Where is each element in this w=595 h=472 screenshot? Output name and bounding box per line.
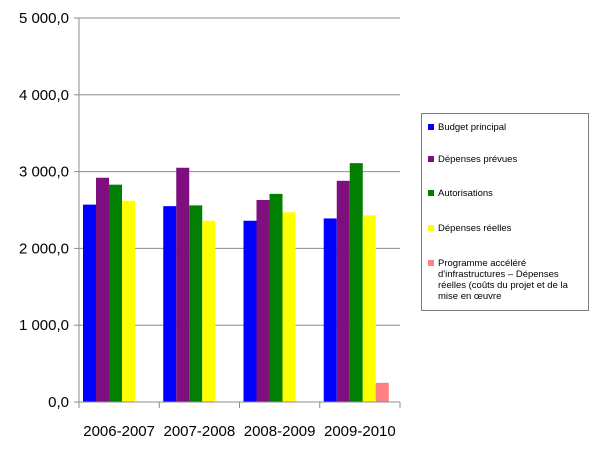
bar: [282, 212, 296, 402]
bar: [109, 184, 122, 402]
legend-swatch: [428, 225, 434, 231]
legend: Budget principal Dépenses prévues Autori…: [421, 113, 589, 311]
y-axis-tick-labels: 0,0 1 000,0 2 000,0 3 000,0 4 000,0 5 000,0: [19, 10, 69, 411]
bar: [96, 177, 109, 402]
bar: [243, 220, 257, 402]
bar: [323, 218, 337, 402]
axes: [78, 18, 401, 408]
legend-label: Budget principal: [438, 122, 507, 133]
y-tick-label: 3 000,0: [19, 164, 69, 181]
legend-swatch: [428, 156, 434, 162]
bar: [83, 204, 96, 402]
y-tick-label: 2 000,0: [19, 240, 69, 257]
bar: [362, 215, 376, 402]
bar: [176, 167, 190, 402]
legend-swatch: [428, 260, 434, 266]
legend-label: Programme accéléré d'infrastructures – D…: [438, 258, 568, 302]
bar: [163, 206, 177, 402]
bar: [336, 180, 350, 402]
y-tick-label: 1 000,0: [19, 317, 69, 334]
legend-label: Dépenses prévues: [438, 154, 518, 165]
legend-label: Dépenses réelles: [438, 223, 512, 234]
y-tick-label: 5 000,0: [19, 10, 69, 27]
bar: [202, 220, 216, 402]
bar: [256, 200, 270, 402]
legend-swatch: [428, 124, 434, 130]
bar: [349, 163, 363, 402]
x-axis-tick-labels: 2006-2007 2007-2008 2008-2009 2009-2010: [83, 423, 395, 440]
bar: [122, 200, 135, 402]
x-tick-label: 2006-2007: [83, 423, 155, 440]
bar: [375, 382, 389, 402]
x-tick-label: 2008-2009: [244, 423, 316, 440]
bar: [189, 205, 203, 402]
x-tick-label: 2009-2010: [324, 423, 396, 440]
legend-label: Autorisations: [438, 188, 493, 199]
y-tick-label: 4 000,0: [19, 87, 69, 104]
bar: [269, 193, 283, 402]
legend-swatch: [428, 190, 434, 196]
y-tick-label: 0,0: [48, 394, 69, 411]
bar-series: [83, 163, 389, 402]
x-tick-label: 2007-2008: [164, 423, 236, 440]
